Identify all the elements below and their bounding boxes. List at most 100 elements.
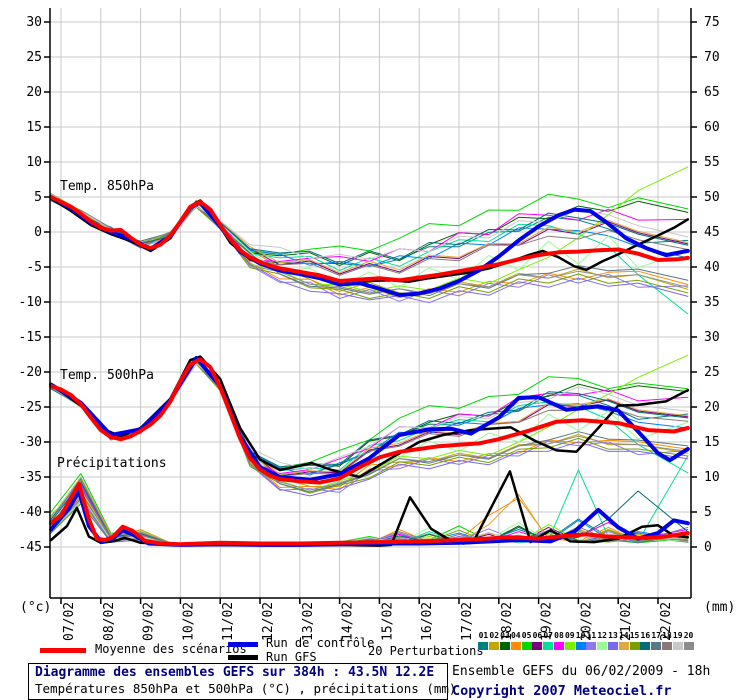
x-tick-label: 19/02 [540,602,555,641]
perturbation-swatch-11 [586,642,597,650]
left-tick-label: 30 [26,15,42,30]
left-tick-label: 5 [34,190,42,205]
left-tick-label: 10 [26,155,42,170]
perturbation-number-19: 19 [672,631,683,640]
x-tick-label: 18/02 [500,602,515,641]
perturbation-number-08: 08 [554,631,564,640]
perturbation-09: 09 [564,631,575,650]
x-tick-label: 09/02 [142,602,157,641]
panel-label-precip: Précipitations [57,456,167,471]
legend-control-line-swatch [228,642,258,647]
perturbation-number-13: 13 [608,631,618,640]
right-tick-label: 70 [704,50,720,65]
run-info: Ensemble GEFS du 06/02/2009 - 18h [452,664,711,679]
diagram-subtitle: Températures 850hPa et 500hPa (°C) , pré… [35,681,457,696]
footer-title-box: Diagramme des ensembles GEFS sur 384h : … [28,663,457,700]
perturbation-04: 04 [510,631,521,650]
perturbation-swatch-14 [618,642,629,650]
left-tick-label: 15 [26,120,42,135]
perturbation-01: 01 [478,631,489,650]
perturbation-swatch-17 [651,642,662,650]
perturbation-swatch-20 [683,642,694,650]
member-20-t850-line [50,198,689,295]
right-tick-label: 60 [704,120,720,135]
perturbation-10: 10 [575,631,586,650]
perturbation-color-strip: 01 02 03 04 05 06 07 08 09 10 11 12 13 14 15 16 17 18 19 20 [478,631,694,650]
perturbation-swatch-05 [521,642,532,650]
left-axis-unit: (°c) [20,600,51,615]
right-tick-label: 5 [704,505,712,520]
perturbation-15: 15 [629,631,640,650]
right-tick-label: 40 [704,260,720,275]
legend-gfs-line-swatch [228,655,258,660]
left-tick-label: -30 [19,435,42,450]
x-tick-label: 11/02 [221,602,236,641]
right-axis-unit: (mm) [704,600,735,615]
perturbation-number-10: 10 [575,631,586,640]
perturbation-number-05: 05 [521,631,532,640]
perturbation-17: 17 [651,631,662,650]
perturbation-20: 20 [683,631,694,650]
left-tick-label: -25 [19,400,42,415]
perturbation-swatch-09 [564,642,575,650]
legend-perturbations-label: 20 Perturbations [368,644,484,658]
legend-control-label: Run de contrôle [266,636,375,650]
right-tick-label: 10 [704,470,720,485]
perturbation-swatch-04 [510,642,521,650]
perturbation-number-15: 15 [629,631,640,640]
perturbation-16: 16 [640,631,651,650]
mean-t500-line [49,357,690,485]
perturbation-number-01: 01 [478,631,489,640]
left-tick-label: 0 [34,225,42,240]
perturbation-swatch-15 [629,642,640,650]
panel-label-t500: Temp. 500hPa [60,368,154,383]
member-19-t850-line [50,193,689,260]
x-tick-label: 07/02 [62,602,77,641]
right-tick-label: 45 [704,225,720,240]
left-tick-label: 20 [26,85,42,100]
perturbation-05: 05 [521,631,532,650]
perturbation-number-09: 09 [564,631,575,640]
x-tick-label: 17/02 [460,602,475,641]
x-tick-label: 20/02 [579,602,594,641]
member-03-t850-line [50,193,689,267]
perturbation-swatch-12 [597,642,608,650]
right-tick-label: 75 [704,15,720,30]
perturbation-swatch-19 [672,642,683,650]
legend-mean-line-swatch [40,648,86,653]
perturbation-number-06: 06 [532,631,543,640]
perturbation-07: 07 [543,631,554,650]
right-tick-label: 0 [704,540,712,555]
perturbation-swatch-10 [575,642,586,650]
left-tick-label: -45 [19,540,42,555]
left-tick-label: -35 [19,470,42,485]
perturbation-swatch-03 [499,642,510,650]
right-tick-label: 20 [704,400,720,415]
perturbation-06: 06 [532,631,543,650]
legend-mean-label: Moyenne des scénarios [95,642,247,656]
perturbation-swatch-02 [489,642,500,650]
right-tick-label: 15 [704,435,720,450]
perturbation-number-12: 12 [597,631,607,640]
left-tick-label: -5 [26,260,42,275]
legend-gfs-label: Run GFS [266,650,317,664]
left-tick-label: -15 [19,330,42,345]
perturbation-number-04: 04 [510,631,521,640]
perturbation-number-18: 18 [662,631,672,640]
perturbation-number-20: 20 [683,631,694,640]
perturbation-19: 19 [672,631,683,650]
x-tick-label: 12/02 [261,602,276,641]
perturbation-14: 14 [618,631,629,650]
perturbation-swatch-13 [607,642,618,650]
right-tick-label: 35 [704,295,720,310]
perturbation-number-03: 03 [500,631,510,640]
perturbation-11: 11 [586,631,597,650]
left-tick-label: 25 [26,50,42,65]
perturbation-swatch-08 [553,642,564,650]
left-tick-label: -10 [19,295,42,310]
perturbation-02: 02 [489,631,500,650]
x-tick-label: 10/02 [181,602,196,641]
perturbation-08: 08 [553,631,565,650]
perturbation-12: 12 [597,631,608,650]
